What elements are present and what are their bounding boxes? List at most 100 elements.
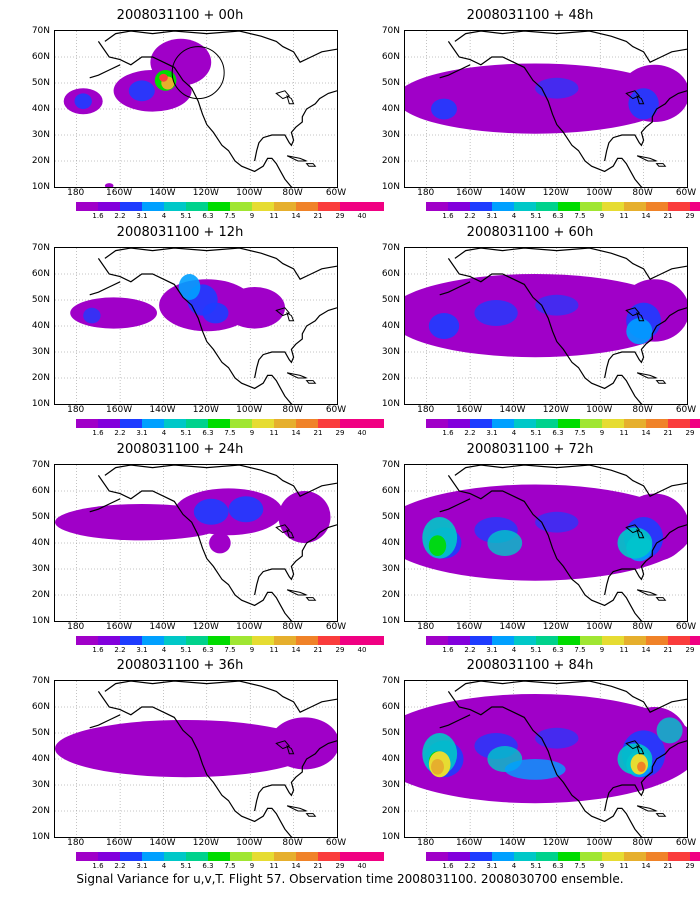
longitude-tick-label: 180	[67, 405, 85, 415]
variance-map	[404, 680, 688, 838]
variance-map	[54, 30, 338, 188]
latitude-tick-label: 50N	[381, 78, 400, 88]
longitude-tick-label: 180	[67, 188, 85, 198]
longitude-tick-label: 60W	[675, 405, 697, 415]
variance-field	[70, 274, 285, 332]
colorbar-label: 40	[357, 212, 367, 220]
colorbar-label: 1.6	[442, 212, 454, 220]
longitude-tick-label: 100W	[586, 622, 613, 632]
colorbar-label: 11	[269, 646, 279, 654]
colorbar-swatch	[362, 419, 384, 428]
longitude-tick-label: 100W	[586, 838, 613, 848]
latitude-tick-label: 60N	[381, 52, 400, 62]
colorbar-swatch	[426, 636, 448, 645]
coastline	[89, 31, 337, 187]
colorbar-swatch	[426, 419, 448, 428]
longitude-tick-label: 120W	[192, 405, 219, 415]
forecast-panel: 2008031100 + 00h 70N 60N 50N 40N 30N 20N 10N 180…	[20, 8, 384, 220]
colorbar-label: 11	[269, 212, 279, 220]
latitude-tick-label: 70N	[31, 26, 50, 36]
colorbar-swatch	[120, 202, 142, 211]
colorbar-label: 4	[511, 862, 517, 870]
colorbar-label: 4	[511, 646, 517, 654]
colorbar-label: 21	[313, 212, 323, 220]
colorbar-label: 3.1	[486, 646, 498, 654]
colorbar-label: 9	[599, 212, 605, 220]
colorbar-swatch	[318, 852, 340, 861]
colorbar-label: 14	[291, 212, 301, 220]
colorbar-swatch	[492, 852, 514, 861]
colorbar-swatch	[690, 202, 700, 211]
colorbar-swatch	[580, 852, 602, 861]
colorbar-label: 7.5	[224, 429, 236, 437]
colorbar-swatch	[142, 636, 164, 645]
colorbar-label: 21	[663, 862, 673, 870]
longitude-tick-label: 160W	[106, 188, 133, 198]
latitude-tick-label: 60N	[31, 486, 50, 496]
colorbar-swatch	[208, 852, 230, 861]
longitude-tick-label: 80W	[632, 838, 653, 848]
colorbar-label: 6.3	[552, 862, 564, 870]
latitude-tick-label: 30N	[381, 347, 400, 357]
variance-map	[54, 464, 338, 622]
colorbar-swatch	[580, 636, 602, 645]
coastline	[439, 248, 687, 404]
variance-field	[405, 694, 687, 804]
colorbar	[76, 852, 384, 861]
latitude-tick-label: 10N	[381, 399, 400, 409]
colorbar-swatch	[558, 636, 580, 645]
colorbar-label: 3.1	[136, 646, 148, 654]
colorbar-label: 3.1	[136, 212, 148, 220]
colorbar-label: 1.6	[92, 862, 104, 870]
latitude-tick-label: 20N	[381, 590, 400, 600]
longitude-tick-label: 60W	[675, 622, 697, 632]
colorbar-label: 2.2	[114, 429, 126, 437]
longitude-tick-label: 140W	[149, 188, 176, 198]
colorbar-swatch	[186, 202, 208, 211]
variance-field	[405, 484, 687, 581]
colorbar-swatch	[646, 202, 668, 211]
latitude-tick-label: 50N	[31, 728, 50, 738]
colorbar-swatch	[186, 419, 208, 428]
colorbar-swatch	[252, 852, 274, 861]
colorbar-label: 5.1	[530, 646, 542, 654]
colorbar-swatch	[274, 636, 296, 645]
colorbar-swatch	[470, 636, 492, 645]
latitude-tick-label: 30N	[31, 130, 50, 140]
colorbar-label: 29	[685, 646, 695, 654]
colorbar-swatch	[274, 202, 296, 211]
latitude-tick-label: 40N	[31, 538, 50, 548]
colorbar-swatch	[340, 852, 362, 861]
colorbar-swatch	[558, 202, 580, 211]
colorbar-label: 29	[685, 429, 695, 437]
colorbar-swatch	[142, 852, 164, 861]
colorbar-label: 2.2	[464, 212, 476, 220]
colorbar-label: 21	[313, 646, 323, 654]
colorbar-swatch	[602, 852, 624, 861]
longitude-tick-label: 60W	[325, 838, 347, 848]
coastline	[439, 465, 687, 621]
variance-field	[55, 488, 331, 554]
colorbar-label: 29	[335, 429, 345, 437]
colorbar-swatch	[318, 636, 340, 645]
latitude-tick-label: 30N	[31, 780, 50, 790]
colorbar-label: 4	[511, 212, 517, 220]
colorbar-swatch	[142, 419, 164, 428]
colorbar-label: 29	[685, 212, 695, 220]
colorbar-swatch	[690, 636, 700, 645]
latitude-tick-label: 60N	[31, 269, 50, 279]
colorbar-label: 1.6	[92, 429, 104, 437]
colorbar-swatch	[318, 202, 340, 211]
panel-title: 2008031100 + 24h	[116, 442, 244, 457]
latitude-tick-label: 10N	[381, 832, 400, 842]
longitude-tick-label: 80W	[282, 838, 303, 848]
colorbar-swatch	[76, 202, 98, 211]
colorbar	[76, 636, 384, 645]
colorbar-swatch	[514, 419, 536, 428]
latitude-tick-label: 30N	[31, 347, 50, 357]
coastline	[89, 248, 337, 404]
colorbar-swatch	[230, 636, 252, 645]
longitude-tick-label: 100W	[586, 405, 613, 415]
panel-title: 2008031100 + 12h	[116, 225, 244, 240]
